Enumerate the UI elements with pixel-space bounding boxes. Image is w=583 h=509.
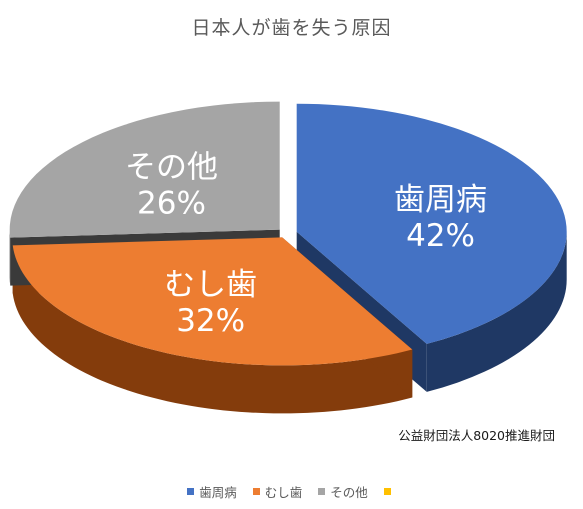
legend-label-2: その他: [330, 485, 368, 500]
pie-slice-rim-0: [426, 231, 567, 392]
slice-category-label-1: むし歯: [164, 267, 257, 303]
pie-slice-1: [12, 237, 413, 366]
slice-value-label-1: 32%: [176, 303, 245, 339]
pie-slice-rim-1: [12, 245, 413, 414]
legend-swatch-3: [383, 488, 391, 495]
slice-value-label-0: 42%: [406, 218, 475, 254]
legend-item-3: [383, 488, 396, 495]
chart-title: 日本人が歯を失う原因: [191, 17, 392, 39]
slice-category-label-2: その他: [125, 149, 218, 185]
legend-item-2: その他: [318, 482, 368, 501]
legend-swatch-1: [252, 488, 260, 495]
pie-slice-0: [296, 103, 567, 344]
legend-swatch-0: [187, 488, 195, 495]
legend-item-1: むし歯: [252, 482, 303, 501]
slice-value-label-2: 26%: [137, 185, 206, 221]
pie-slice-2: [9, 101, 280, 238]
legend-label-1: むし歯: [264, 485, 303, 500]
legend: 歯周病 むし歯 その他: [0, 482, 583, 501]
source-annotation: 公益財団法人8020推進財団: [398, 428, 555, 443]
slice-category-label-0: 歯周病: [394, 182, 487, 218]
legend-label-0: 歯周病: [199, 485, 237, 500]
legend-swatch-2: [318, 488, 326, 495]
legend-item-0: 歯周病: [187, 482, 237, 501]
pie-slice-rim-2: [9, 229, 11, 286]
